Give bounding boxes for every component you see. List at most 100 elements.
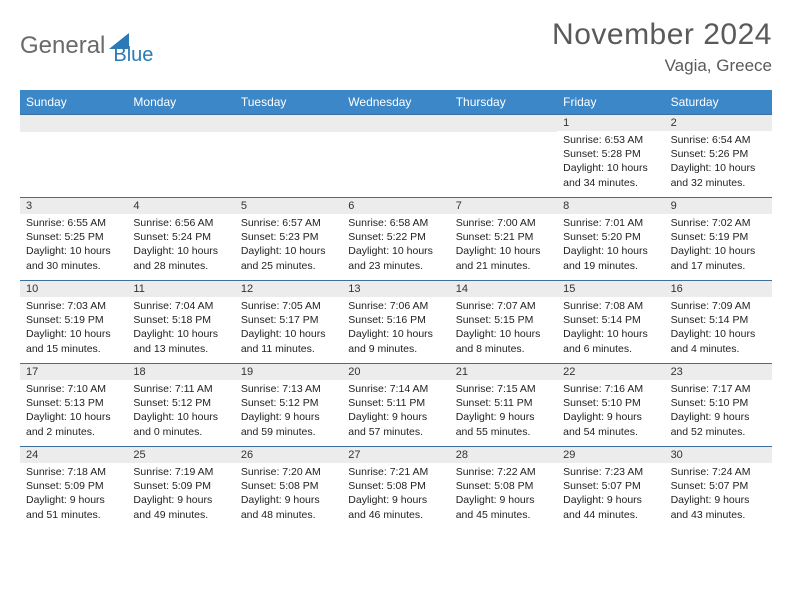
day-number: 29 <box>557 447 664 463</box>
daylight-text-2: and 21 minutes. <box>456 259 551 273</box>
daylight-text-2: and 6 minutes. <box>563 342 658 356</box>
day-body <box>235 132 342 192</box>
day-number: 3 <box>20 198 127 214</box>
dow-cell: Thursday <box>450 90 557 114</box>
sunset-text: Sunset: 5:12 PM <box>133 396 228 410</box>
day-number: 2 <box>665 115 772 131</box>
daylight-text-2: and 11 minutes. <box>241 342 336 356</box>
title-block: November 2024 Vagia, Greece <box>552 18 772 76</box>
day-cell: 20Sunrise: 7:14 AMSunset: 5:11 PMDayligh… <box>342 364 449 446</box>
daylight-text-2: and 30 minutes. <box>26 259 121 273</box>
daylight-text-2: and 57 minutes. <box>348 425 443 439</box>
day-body: Sunrise: 7:18 AMSunset: 5:09 PMDaylight:… <box>20 463 127 526</box>
day-body <box>450 132 557 192</box>
daylight-text-1: Daylight: 9 hours <box>348 410 443 424</box>
day-body: Sunrise: 7:17 AMSunset: 5:10 PMDaylight:… <box>665 380 772 443</box>
weeks-container: 1Sunrise: 6:53 AMSunset: 5:28 PMDaylight… <box>20 114 772 529</box>
day-number: 13 <box>342 281 449 297</box>
dow-header-row: Sunday Monday Tuesday Wednesday Thursday… <box>20 90 772 114</box>
daylight-text-2: and 52 minutes. <box>671 425 766 439</box>
daylight-text-1: Daylight: 9 hours <box>456 410 551 424</box>
day-cell <box>450 115 557 197</box>
daylight-text-2: and 48 minutes. <box>241 508 336 522</box>
daylight-text-2: and 0 minutes. <box>133 425 228 439</box>
day-cell: 14Sunrise: 7:07 AMSunset: 5:15 PMDayligh… <box>450 281 557 363</box>
day-number: 22 <box>557 364 664 380</box>
day-cell <box>20 115 127 197</box>
day-body: Sunrise: 7:11 AMSunset: 5:12 PMDaylight:… <box>127 380 234 443</box>
sunrise-text: Sunrise: 7:24 AM <box>671 465 766 479</box>
daylight-text-2: and 23 minutes. <box>348 259 443 273</box>
sunrise-text: Sunrise: 7:09 AM <box>671 299 766 313</box>
sunrise-text: Sunrise: 7:16 AM <box>563 382 658 396</box>
day-body: Sunrise: 7:15 AMSunset: 5:11 PMDaylight:… <box>450 380 557 443</box>
day-body: Sunrise: 7:21 AMSunset: 5:08 PMDaylight:… <box>342 463 449 526</box>
day-body: Sunrise: 6:57 AMSunset: 5:23 PMDaylight:… <box>235 214 342 277</box>
day-body <box>127 132 234 192</box>
day-cell: 12Sunrise: 7:05 AMSunset: 5:17 PMDayligh… <box>235 281 342 363</box>
day-cell: 23Sunrise: 7:17 AMSunset: 5:10 PMDayligh… <box>665 364 772 446</box>
daylight-text-1: Daylight: 10 hours <box>26 327 121 341</box>
day-cell: 9Sunrise: 7:02 AMSunset: 5:19 PMDaylight… <box>665 198 772 280</box>
daylight-text-1: Daylight: 9 hours <box>348 493 443 507</box>
sunset-text: Sunset: 5:18 PM <box>133 313 228 327</box>
sunset-text: Sunset: 5:14 PM <box>671 313 766 327</box>
day-body: Sunrise: 6:54 AMSunset: 5:26 PMDaylight:… <box>665 131 772 194</box>
sunrise-text: Sunrise: 7:04 AM <box>133 299 228 313</box>
daylight-text-2: and 49 minutes. <box>133 508 228 522</box>
sunset-text: Sunset: 5:23 PM <box>241 230 336 244</box>
daylight-text-1: Daylight: 10 hours <box>456 327 551 341</box>
sunset-text: Sunset: 5:11 PM <box>348 396 443 410</box>
sunset-text: Sunset: 5:24 PM <box>133 230 228 244</box>
daylight-text-2: and 45 minutes. <box>456 508 551 522</box>
day-cell: 26Sunrise: 7:20 AMSunset: 5:08 PMDayligh… <box>235 447 342 529</box>
day-body: Sunrise: 6:53 AMSunset: 5:28 PMDaylight:… <box>557 131 664 194</box>
sunset-text: Sunset: 5:19 PM <box>671 230 766 244</box>
day-cell: 29Sunrise: 7:23 AMSunset: 5:07 PMDayligh… <box>557 447 664 529</box>
day-number: 16 <box>665 281 772 297</box>
sunset-text: Sunset: 5:08 PM <box>456 479 551 493</box>
dow-cell: Saturday <box>665 90 772 114</box>
sunrise-text: Sunrise: 7:00 AM <box>456 216 551 230</box>
sunset-text: Sunset: 5:21 PM <box>456 230 551 244</box>
day-number: 21 <box>450 364 557 380</box>
daylight-text-2: and 43 minutes. <box>671 508 766 522</box>
sunset-text: Sunset: 5:08 PM <box>241 479 336 493</box>
sunset-text: Sunset: 5:08 PM <box>348 479 443 493</box>
daylight-text-2: and 32 minutes. <box>671 176 766 190</box>
day-body <box>20 132 127 192</box>
daylight-text-2: and 2 minutes. <box>26 425 121 439</box>
daylight-text-1: Daylight: 10 hours <box>133 244 228 258</box>
sunset-text: Sunset: 5:19 PM <box>26 313 121 327</box>
daylight-text-2: and 28 minutes. <box>133 259 228 273</box>
daylight-text-1: Daylight: 9 hours <box>456 493 551 507</box>
day-cell: 25Sunrise: 7:19 AMSunset: 5:09 PMDayligh… <box>127 447 234 529</box>
sunrise-text: Sunrise: 7:17 AM <box>671 382 766 396</box>
day-number: 18 <box>127 364 234 380</box>
day-number: 17 <box>20 364 127 380</box>
daylight-text-2: and 34 minutes. <box>563 176 658 190</box>
day-body: Sunrise: 6:56 AMSunset: 5:24 PMDaylight:… <box>127 214 234 277</box>
day-cell: 27Sunrise: 7:21 AMSunset: 5:08 PMDayligh… <box>342 447 449 529</box>
daylight-text-1: Daylight: 10 hours <box>241 327 336 341</box>
day-cell: 15Sunrise: 7:08 AMSunset: 5:14 PMDayligh… <box>557 281 664 363</box>
day-cell: 28Sunrise: 7:22 AMSunset: 5:08 PMDayligh… <box>450 447 557 529</box>
daylight-text-2: and 4 minutes. <box>671 342 766 356</box>
sunset-text: Sunset: 5:28 PM <box>563 147 658 161</box>
daylight-text-2: and 59 minutes. <box>241 425 336 439</box>
sunset-text: Sunset: 5:16 PM <box>348 313 443 327</box>
day-body: Sunrise: 7:24 AMSunset: 5:07 PMDaylight:… <box>665 463 772 526</box>
day-body: Sunrise: 7:22 AMSunset: 5:08 PMDaylight:… <box>450 463 557 526</box>
sunrise-text: Sunrise: 7:18 AM <box>26 465 121 479</box>
sunrise-text: Sunrise: 7:08 AM <box>563 299 658 313</box>
dow-cell: Sunday <box>20 90 127 114</box>
sunrise-text: Sunrise: 7:03 AM <box>26 299 121 313</box>
day-number: 26 <box>235 447 342 463</box>
day-body: Sunrise: 6:58 AMSunset: 5:22 PMDaylight:… <box>342 214 449 277</box>
daylight-text-2: and 9 minutes. <box>348 342 443 356</box>
day-body: Sunrise: 7:13 AMSunset: 5:12 PMDaylight:… <box>235 380 342 443</box>
daylight-text-1: Daylight: 10 hours <box>563 244 658 258</box>
day-number <box>342 115 449 132</box>
daylight-text-1: Daylight: 10 hours <box>26 244 121 258</box>
sunset-text: Sunset: 5:12 PM <box>241 396 336 410</box>
